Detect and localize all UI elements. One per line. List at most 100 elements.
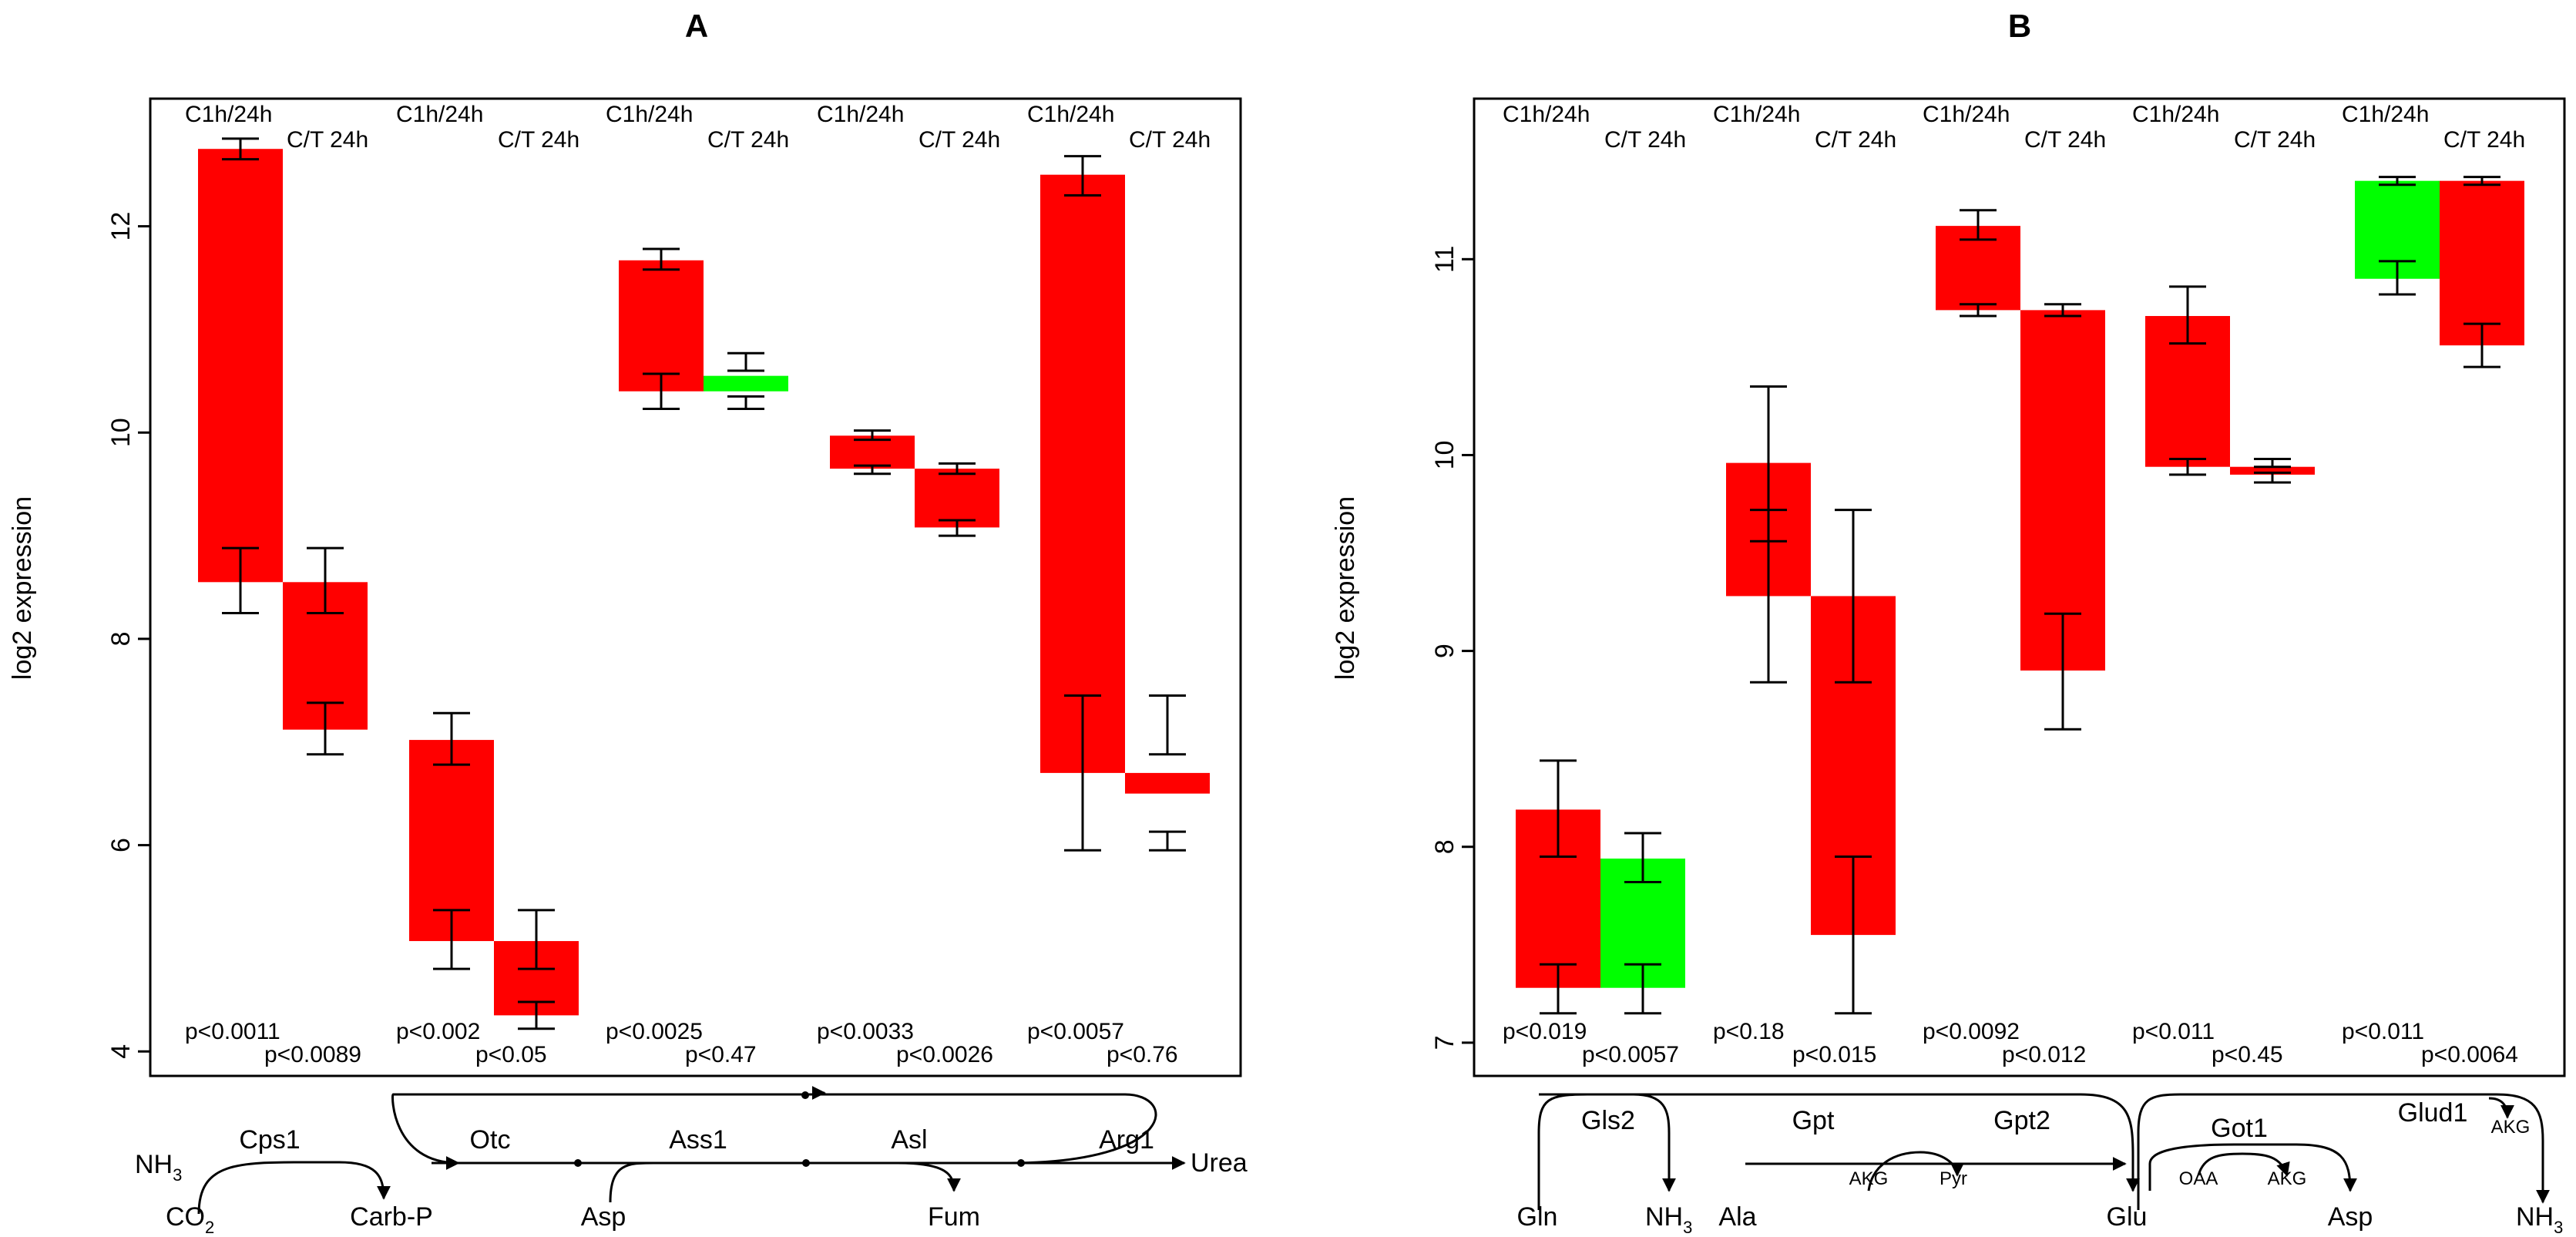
enzyme-gls2: Gls2: [1581, 1106, 1635, 1135]
asp-input-arrow: [609, 1161, 654, 1203]
enzyme-asl: Asl: [891, 1125, 927, 1155]
top-label-ct: C/T 24h: [919, 127, 1000, 153]
top-label-c1h: C1h/24h: [396, 102, 483, 127]
pathway-b: Gls2 Gpt Gpt2 Got1 Glud1 AKG Pyr OAA AKG…: [1517, 1093, 2563, 1237]
got1-oaa-akg-arc: [2197, 1152, 2290, 1177]
bar-asl-c1h: [830, 435, 915, 469]
bar-got1-ct: [2230, 466, 2315, 475]
pathway-a: Cps1 Otc Ass1 Asl Arg1 NH3 CO2 Carb-P As…: [135, 1086, 1248, 1237]
pvalue-ass1-c1h: p<0.0025: [606, 1019, 703, 1044]
cofactor-akg-glud1: AKG: [2491, 1117, 2531, 1138]
cycle-dot-4: [801, 1091, 809, 1099]
metabolite-gln: Gln: [1517, 1202, 1558, 1232]
y-tick-label: 10: [1430, 441, 1459, 470]
metabolite-asp-b: Asp: [2328, 1202, 2373, 1232]
pvalue-asl-ct: p<0.0026: [896, 1042, 993, 1067]
y-tick-label: 4: [106, 1044, 136, 1059]
top-label-c1h: C1h/24h: [1503, 102, 1590, 127]
top-label-c1h: C1h/24h: [1027, 102, 1114, 127]
top-label-ct: C/T 24h: [707, 127, 789, 153]
y-tick-label: 7: [1430, 1035, 1459, 1050]
pvalue-ass1-ct: p<0.47: [685, 1042, 757, 1067]
pvalue-gls2-ct: p<0.0057: [1582, 1042, 1679, 1067]
bar-glud1-ct: [2440, 180, 2524, 346]
panel-b-title: B: [2008, 8, 2031, 44]
enzyme-arg1: Arg1: [1099, 1125, 1154, 1155]
metabolite-carbp: Carb-P: [350, 1202, 433, 1232]
cofactor-pyr: Pyr: [1940, 1168, 1967, 1189]
plot-frame: [149, 97, 1242, 1077]
top-label-ct: C/T 24h: [1604, 127, 1686, 153]
top-label-ct: C/T 24h: [1129, 127, 1211, 153]
pvalue-gpt2-ct: p<0.012: [2002, 1042, 2086, 1067]
top-label-c1h: C1h/24h: [185, 102, 272, 127]
bar-ass1-ct: [704, 375, 788, 392]
pvalue-otc-ct: p<0.05: [475, 1042, 547, 1067]
bar-cps1-c1h: [198, 149, 283, 583]
bar-asl-ct: [915, 469, 999, 528]
cofactor-akg-gpt: AKG: [1849, 1168, 1889, 1189]
pvalue-gpt2-c1h: p<0.0092: [1923, 1019, 2020, 1044]
urea-cycle-return-arrow: [391, 1093, 1157, 1170]
pvalue-asl-c1h: p<0.0033: [817, 1019, 914, 1044]
top-label-ct: C/T 24h: [287, 127, 368, 153]
y-tick-label: 8: [1430, 839, 1459, 854]
metabolite-nh3: NH3: [135, 1150, 182, 1185]
metabolite-glu: Glu: [2107, 1202, 2148, 1232]
cofactor-akg-got1: AKG: [2268, 1168, 2307, 1189]
metabolite-urea: Urea: [1191, 1148, 1248, 1178]
enzyme-glud1: Glud1: [2398, 1098, 2468, 1128]
gpt-akg-pyr-arc: [1867, 1151, 1964, 1192]
y-tick-label: 11: [1430, 246, 1459, 273]
top-label-c1h: C1h/24h: [1923, 102, 2010, 127]
cycle-dot-2: [802, 1159, 810, 1167]
pvalue-glud1-c1h: p<0.011: [2342, 1019, 2424, 1044]
pvalue-got1-c1h: p<0.011: [2132, 1019, 2215, 1044]
glud1-arrow: [2137, 1093, 2550, 1210]
plot-frame: [1473, 97, 2566, 1077]
enzyme-gpt: Gpt: [1792, 1106, 1835, 1135]
y-tick-label: 10: [106, 418, 136, 447]
pvalue-cps1-c1h: p<0.0011: [185, 1019, 280, 1044]
panel-a: 4 6 8 10 12 C1h/24h p<0.0011 C/T 24h p<0.0089 C1h…: [106, 97, 1242, 1077]
y-tick-label: 12: [106, 212, 136, 241]
glu-bracket-arrow: [1539, 1093, 2140, 1192]
bar-arg1-ct: [1125, 772, 1210, 794]
top-label-ct: C/T 24h: [498, 127, 579, 153]
panel-b-ylabel: log2 expression: [1331, 496, 1360, 680]
cofactor-oaa: OAA: [2179, 1168, 2218, 1189]
pvalue-arg1-ct: p<0.76: [1107, 1042, 1178, 1067]
top-label-ct: C/T 24h: [2024, 127, 2106, 153]
bar-gpt2-ct: [2020, 310, 2105, 671]
pvalue-glud1-ct: p<0.0064: [2421, 1042, 2518, 1067]
top-label-c1h: C1h/24h: [1713, 102, 1800, 127]
enzyme-cps1: Cps1: [239, 1125, 300, 1155]
bar-otc-c1h: [409, 740, 494, 942]
enzyme-got1: Got1: [2211, 1114, 2268, 1143]
top-label-ct: C/T 24h: [2443, 127, 2525, 153]
pvalue-got1-ct: p<0.45: [2212, 1042, 2283, 1067]
bar-arg1-c1h: [1040, 174, 1125, 773]
panel-a-title: A: [685, 8, 708, 44]
pvalue-gpt-c1h: p<0.18: [1713, 1019, 1785, 1044]
y-tick-label: 6: [106, 838, 136, 852]
metabolite-ala: Ala: [1718, 1202, 1756, 1232]
y-tick-label: 8: [106, 631, 136, 646]
enzyme-otc: Otc: [470, 1125, 511, 1155]
pvalue-gpt-ct: p<0.015: [1792, 1042, 1876, 1067]
top-label-c1h: C1h/24h: [2342, 102, 2429, 127]
fum-output-arrow: [897, 1161, 961, 1192]
panel-b: 7 8 9 10 11 C1h/24h p<0.019 C/T 24h p<0.0057 C1h/…: [1430, 97, 2566, 1077]
got1-arrow: [2148, 1143, 2357, 1192]
metabolite-fum: Fum: [928, 1202, 980, 1232]
cycle-dot-3: [1017, 1159, 1025, 1167]
metabolite-nh3-glud1: NH3: [2516, 1202, 2563, 1237]
top-label-c1h: C1h/24h: [817, 102, 904, 127]
pvalue-gls2-c1h: p<0.019: [1503, 1019, 1587, 1044]
cps1-arrow: [197, 1161, 391, 1215]
metabolite-co2: CO2: [166, 1202, 214, 1237]
top-label-c1h: C1h/24h: [606, 102, 693, 127]
y-tick-label: 9: [1430, 644, 1459, 658]
panel-a-ylabel: log2 expression: [8, 496, 37, 680]
